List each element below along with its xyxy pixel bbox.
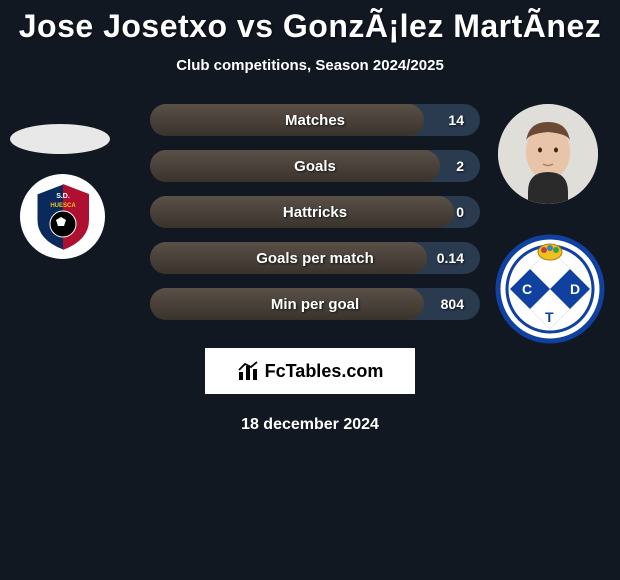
stat-row: Goals2 (150, 150, 480, 182)
fctables-chart-icon (237, 360, 259, 382)
stat-value: 2 (456, 158, 464, 174)
tenerife-crest-icon: C D T (495, 234, 605, 344)
stat-value: 804 (441, 296, 464, 312)
stat-label: Hattricks (150, 204, 480, 221)
svg-text:HUESCA: HUESCA (50, 203, 76, 209)
club-badge-left: S.D. HUESCA (20, 174, 105, 259)
stat-row: Goals per match0.14 (150, 242, 480, 274)
player-right-avatar (498, 104, 598, 204)
fctables-logo-text: FcTables.com (265, 361, 384, 382)
stat-row: Min per goal804 (150, 288, 480, 320)
svg-text:S.D.: S.D. (56, 193, 70, 200)
stat-rows: Matches14 Goals2 Hattricks0 Goals per match… (140, 104, 480, 320)
page-title: Jose Josetxo vs GonzÃ¡lez MartÃ­nez (0, 0, 620, 45)
stat-value: 0 (456, 204, 464, 220)
stat-value: 0.14 (437, 250, 464, 266)
svg-text:C: C (522, 281, 532, 297)
stat-row: Hattricks0 (150, 196, 480, 228)
stat-label: Goals (150, 158, 480, 175)
player-face-icon (498, 104, 598, 204)
stat-row: Matches14 (150, 104, 480, 136)
fctables-logo: FcTables.com (205, 348, 415, 394)
player-right-column: C D T (495, 104, 600, 344)
stat-value: 14 (448, 112, 464, 128)
svg-text:T: T (545, 309, 554, 325)
huesca-crest-icon: S.D. HUESCA (31, 182, 95, 252)
stats-area: S.D. HUESCA (0, 104, 620, 320)
stat-label: Min per goal (150, 296, 480, 313)
club-badge-right: C D T (495, 234, 605, 344)
date-text: 18 december 2024 (0, 416, 620, 434)
player-left-avatar-placeholder (10, 124, 115, 154)
player-left-column: S.D. HUESCA (10, 104, 115, 259)
stat-label: Goals per match (150, 250, 480, 267)
subtitle: Club competitions, Season 2024/2025 (0, 57, 620, 74)
stat-label: Matches (150, 112, 480, 129)
svg-text:D: D (570, 281, 580, 297)
